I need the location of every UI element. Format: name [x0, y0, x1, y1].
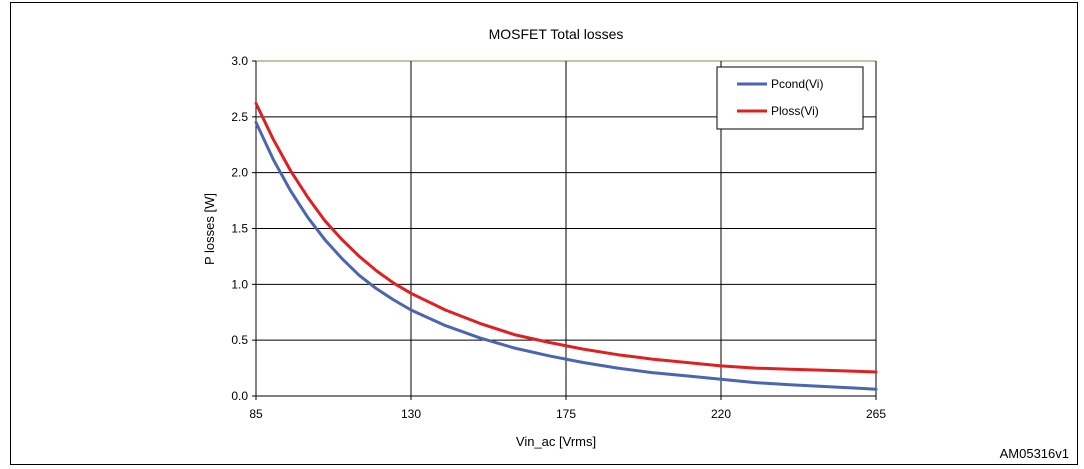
- legend-label: Ploss(Vi): [771, 104, 819, 118]
- x-tick-label: 265: [866, 407, 886, 421]
- chart-title: MOSFET Total losses: [489, 26, 624, 42]
- y-tick-label: 3.0: [231, 54, 248, 68]
- x-tick-label: 175: [556, 407, 576, 421]
- y-axis-label: P losses [W]: [202, 193, 217, 265]
- legend-box: [716, 66, 864, 130]
- series-line-ploss-vi: [254, 101, 878, 374]
- legend: Pcond(Vi) Ploss(Vi): [716, 66, 864, 130]
- series-line-pcond-vi: [254, 120, 878, 391]
- y-tick-label: 1.0: [231, 277, 248, 291]
- y-tick-label: 0.5: [231, 333, 248, 347]
- legend-label: Pcond(Vi): [771, 77, 823, 91]
- y-tick-label: 2.0: [231, 166, 248, 180]
- y-tick-label: 2.5: [231, 110, 248, 124]
- plot-area: 0.0 0.5 1.0 1.5 2.0 2.5 3.0 85 130 175 220 265: [231, 54, 886, 421]
- chart: MOSFET Total losses 0.0 0.5 1.0 1.5 2.0 2.5 3.…: [202, 26, 886, 449]
- x-axis-label: Vin_ac [Vrms]: [516, 434, 596, 449]
- y-tick-label: 0.0: [231, 389, 248, 403]
- x-tick-label: 220: [711, 407, 731, 421]
- y-tick-label: 1.5: [231, 222, 248, 236]
- figure-frame: MOSFET Total losses 0.0 0.5 1.0 1.5 2.0 2.5 3.…: [10, 2, 1078, 465]
- x-tick-label: 130: [401, 407, 421, 421]
- x-tick-label: 85: [249, 407, 263, 421]
- figure-id: AM05316v1: [999, 446, 1069, 461]
